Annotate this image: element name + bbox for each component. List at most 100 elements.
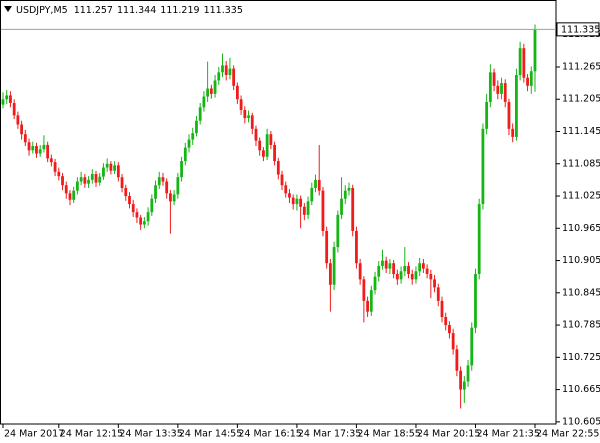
candle-body xyxy=(265,134,269,157)
candle-body xyxy=(384,260,388,269)
x-tick-label: 24 Mar 17:35 xyxy=(298,429,361,440)
candle-body xyxy=(321,190,325,231)
candle-body xyxy=(42,144,46,150)
candle-body xyxy=(410,273,414,280)
candle-body xyxy=(258,140,262,151)
candle-body xyxy=(273,144,276,162)
x-tick-label: 24 Mar 14:55 xyxy=(179,429,242,440)
candle-body xyxy=(343,190,347,199)
candle-body xyxy=(169,193,172,202)
candle-body xyxy=(500,83,503,94)
candle-body xyxy=(262,150,265,157)
header-low: 111.219 xyxy=(160,5,199,16)
candle-body xyxy=(128,196,131,205)
candle-body xyxy=(113,165,117,171)
header-close: 111.335 xyxy=(204,5,243,16)
candle-body xyxy=(239,99,243,110)
candle-body xyxy=(109,163,113,171)
candle-body xyxy=(243,109,247,119)
candle-body xyxy=(247,115,250,119)
current-price-box xyxy=(556,22,600,37)
candle-body xyxy=(23,134,27,143)
candle-body xyxy=(436,287,440,301)
y-tick-label: 110.965 xyxy=(562,223,600,234)
candle-body xyxy=(507,101,511,129)
candle-body xyxy=(496,85,500,94)
x-tick-label: 24 Mar 16:15 xyxy=(238,429,301,440)
menu-triangle xyxy=(4,6,12,12)
candle-body xyxy=(180,161,183,178)
candle-body xyxy=(306,201,310,215)
candle-body xyxy=(76,181,79,191)
candle-body xyxy=(83,177,87,184)
y-tick-label: 110.785 xyxy=(562,320,600,331)
candle-body xyxy=(518,48,522,76)
candle-body xyxy=(284,185,288,194)
candle-body xyxy=(340,198,343,215)
candle-body xyxy=(183,147,187,162)
chart-header: USDJPY,M5 111.257 111.344 111.219 111.335 xyxy=(16,5,243,16)
candle-body xyxy=(347,187,351,191)
candle-body xyxy=(280,174,284,186)
x-tick-label: 24 Mar 20:15 xyxy=(417,429,480,440)
candle-body xyxy=(232,68,236,86)
candle-body xyxy=(529,71,533,86)
candle-body xyxy=(1,99,5,105)
candle-body xyxy=(90,173,94,180)
candle-body xyxy=(488,72,492,102)
candle-body xyxy=(291,197,295,205)
y-tick-label: 110.725 xyxy=(562,352,600,363)
x-tick-label: 24 Mar 12:15 xyxy=(60,429,123,440)
candle-body xyxy=(68,193,72,200)
candle-body xyxy=(172,194,176,202)
candle-body xyxy=(325,230,329,264)
x-tick-label: 24 Mar 13:35 xyxy=(119,429,182,440)
candle-body xyxy=(288,193,291,198)
candle-body xyxy=(31,146,35,151)
candle-body xyxy=(254,128,258,141)
candle-body xyxy=(403,265,407,272)
candle-body xyxy=(522,48,526,78)
candle-body xyxy=(157,177,161,186)
candle-body xyxy=(526,77,529,86)
candle-body xyxy=(332,247,336,285)
candle-body xyxy=(533,29,537,72)
candle-body xyxy=(224,65,228,76)
candle-body xyxy=(250,115,254,129)
header-high: 111.344 xyxy=(117,5,156,16)
candle-body xyxy=(481,128,485,205)
candle-body xyxy=(373,276,377,291)
candle-body xyxy=(514,75,518,137)
candle-body xyxy=(336,214,340,248)
y-tick-label: 111.205 xyxy=(562,94,600,105)
candle-body xyxy=(444,317,448,326)
symbol-title: USDJPY,M5 xyxy=(16,5,68,16)
candle-body xyxy=(429,273,433,280)
candle-body xyxy=(5,95,9,100)
candle-body xyxy=(295,198,299,205)
candle-body xyxy=(198,107,202,121)
current-price-label: 111.335 xyxy=(561,24,600,35)
candle-body xyxy=(16,115,20,125)
candle-body xyxy=(395,273,399,280)
candle-body xyxy=(299,198,303,207)
candle-body xyxy=(61,176,64,186)
y-tick-label: 111.265 xyxy=(562,61,600,72)
candle-body xyxy=(12,103,16,116)
candle-body xyxy=(399,271,403,280)
candle-body xyxy=(64,185,68,194)
candle-body xyxy=(355,230,358,264)
candle-body xyxy=(87,179,90,184)
candle-body xyxy=(105,163,109,168)
x-tick-label: 24 Mar 21:35 xyxy=(476,429,539,440)
candle-body xyxy=(146,212,150,222)
x-tick-label: 24 Mar 18:55 xyxy=(357,429,420,440)
candle-body xyxy=(388,263,392,269)
candle-body xyxy=(221,65,224,73)
candle-body xyxy=(470,327,474,366)
candle-body xyxy=(377,265,381,277)
candle-body xyxy=(131,204,135,213)
candle-body xyxy=(142,221,146,225)
